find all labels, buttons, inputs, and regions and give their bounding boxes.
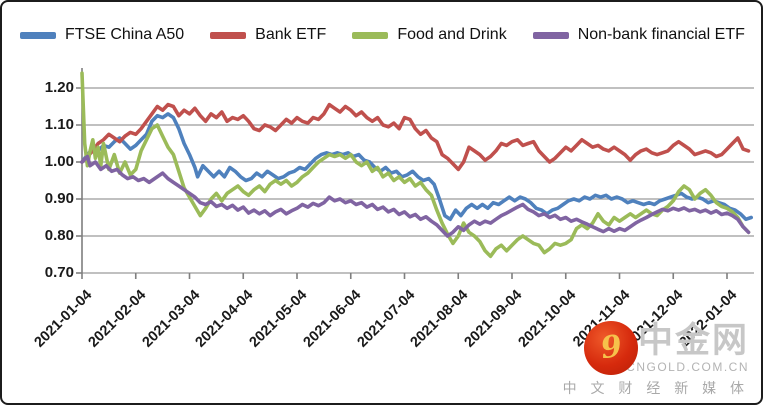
y-tick-label: 1.10 (44, 116, 74, 133)
series-line-non-bank-financial-etf (80, 154, 751, 238)
legend-label: Bank ETF (255, 26, 327, 43)
legend-label: FTSE China A50 (65, 26, 185, 43)
legend-label: Food and Drink (397, 26, 507, 43)
watermark-text-block: 中金网 CNGOLD.COM.CN (626, 323, 749, 374)
logo-swirl-icon: 9 (598, 328, 624, 367)
cngold-logo-icon: 9 (584, 321, 639, 375)
legend-item-non-bank-financial-etf: Non-bank financial ETF (532, 26, 745, 44)
legend-item-food-and-drink: Food and Drink (352, 26, 507, 44)
y-tick-label: 0.80 (44, 227, 74, 244)
watermark-top-row: 9 中金网 CNGOLD.COM.CN (563, 321, 749, 375)
legend-item-ftse-china-a50: FTSE China A50 (20, 26, 184, 44)
legend-item-bank-etf: Bank ETF (210, 26, 326, 44)
legend-swatch-icon (532, 31, 569, 39)
legend-swatch-icon (20, 31, 56, 39)
series-line-food-and-drink (80, 71, 751, 259)
y-tick-label: 0.70 (44, 264, 74, 281)
legend-label: Non-bank financial ETF (577, 26, 745, 43)
watermark: 9 中金网 CNGOLD.COM.CN 中 文 财 经 新 媒 体 (563, 321, 749, 398)
legend-swatch-icon (210, 31, 247, 39)
series-line-ftse-china-a50 (80, 112, 754, 222)
watermark-brand: 中金网 (637, 320, 749, 361)
watermark-domain: CNGOLD.COM.CN (626, 359, 749, 374)
y-tick-label: 0.90 (44, 190, 74, 207)
y-tick-label: 1.20 (44, 79, 74, 96)
legend-swatch-icon (352, 31, 389, 39)
y-tick-label: 1.00 (44, 153, 74, 170)
watermark-tagline: 中 文 财 经 新 媒 体 (562, 380, 749, 396)
series-line-bank-etf (80, 102, 751, 172)
chart-legend: FTSE China A50 Bank ETF Food and Drink Non-… (20, 26, 761, 44)
